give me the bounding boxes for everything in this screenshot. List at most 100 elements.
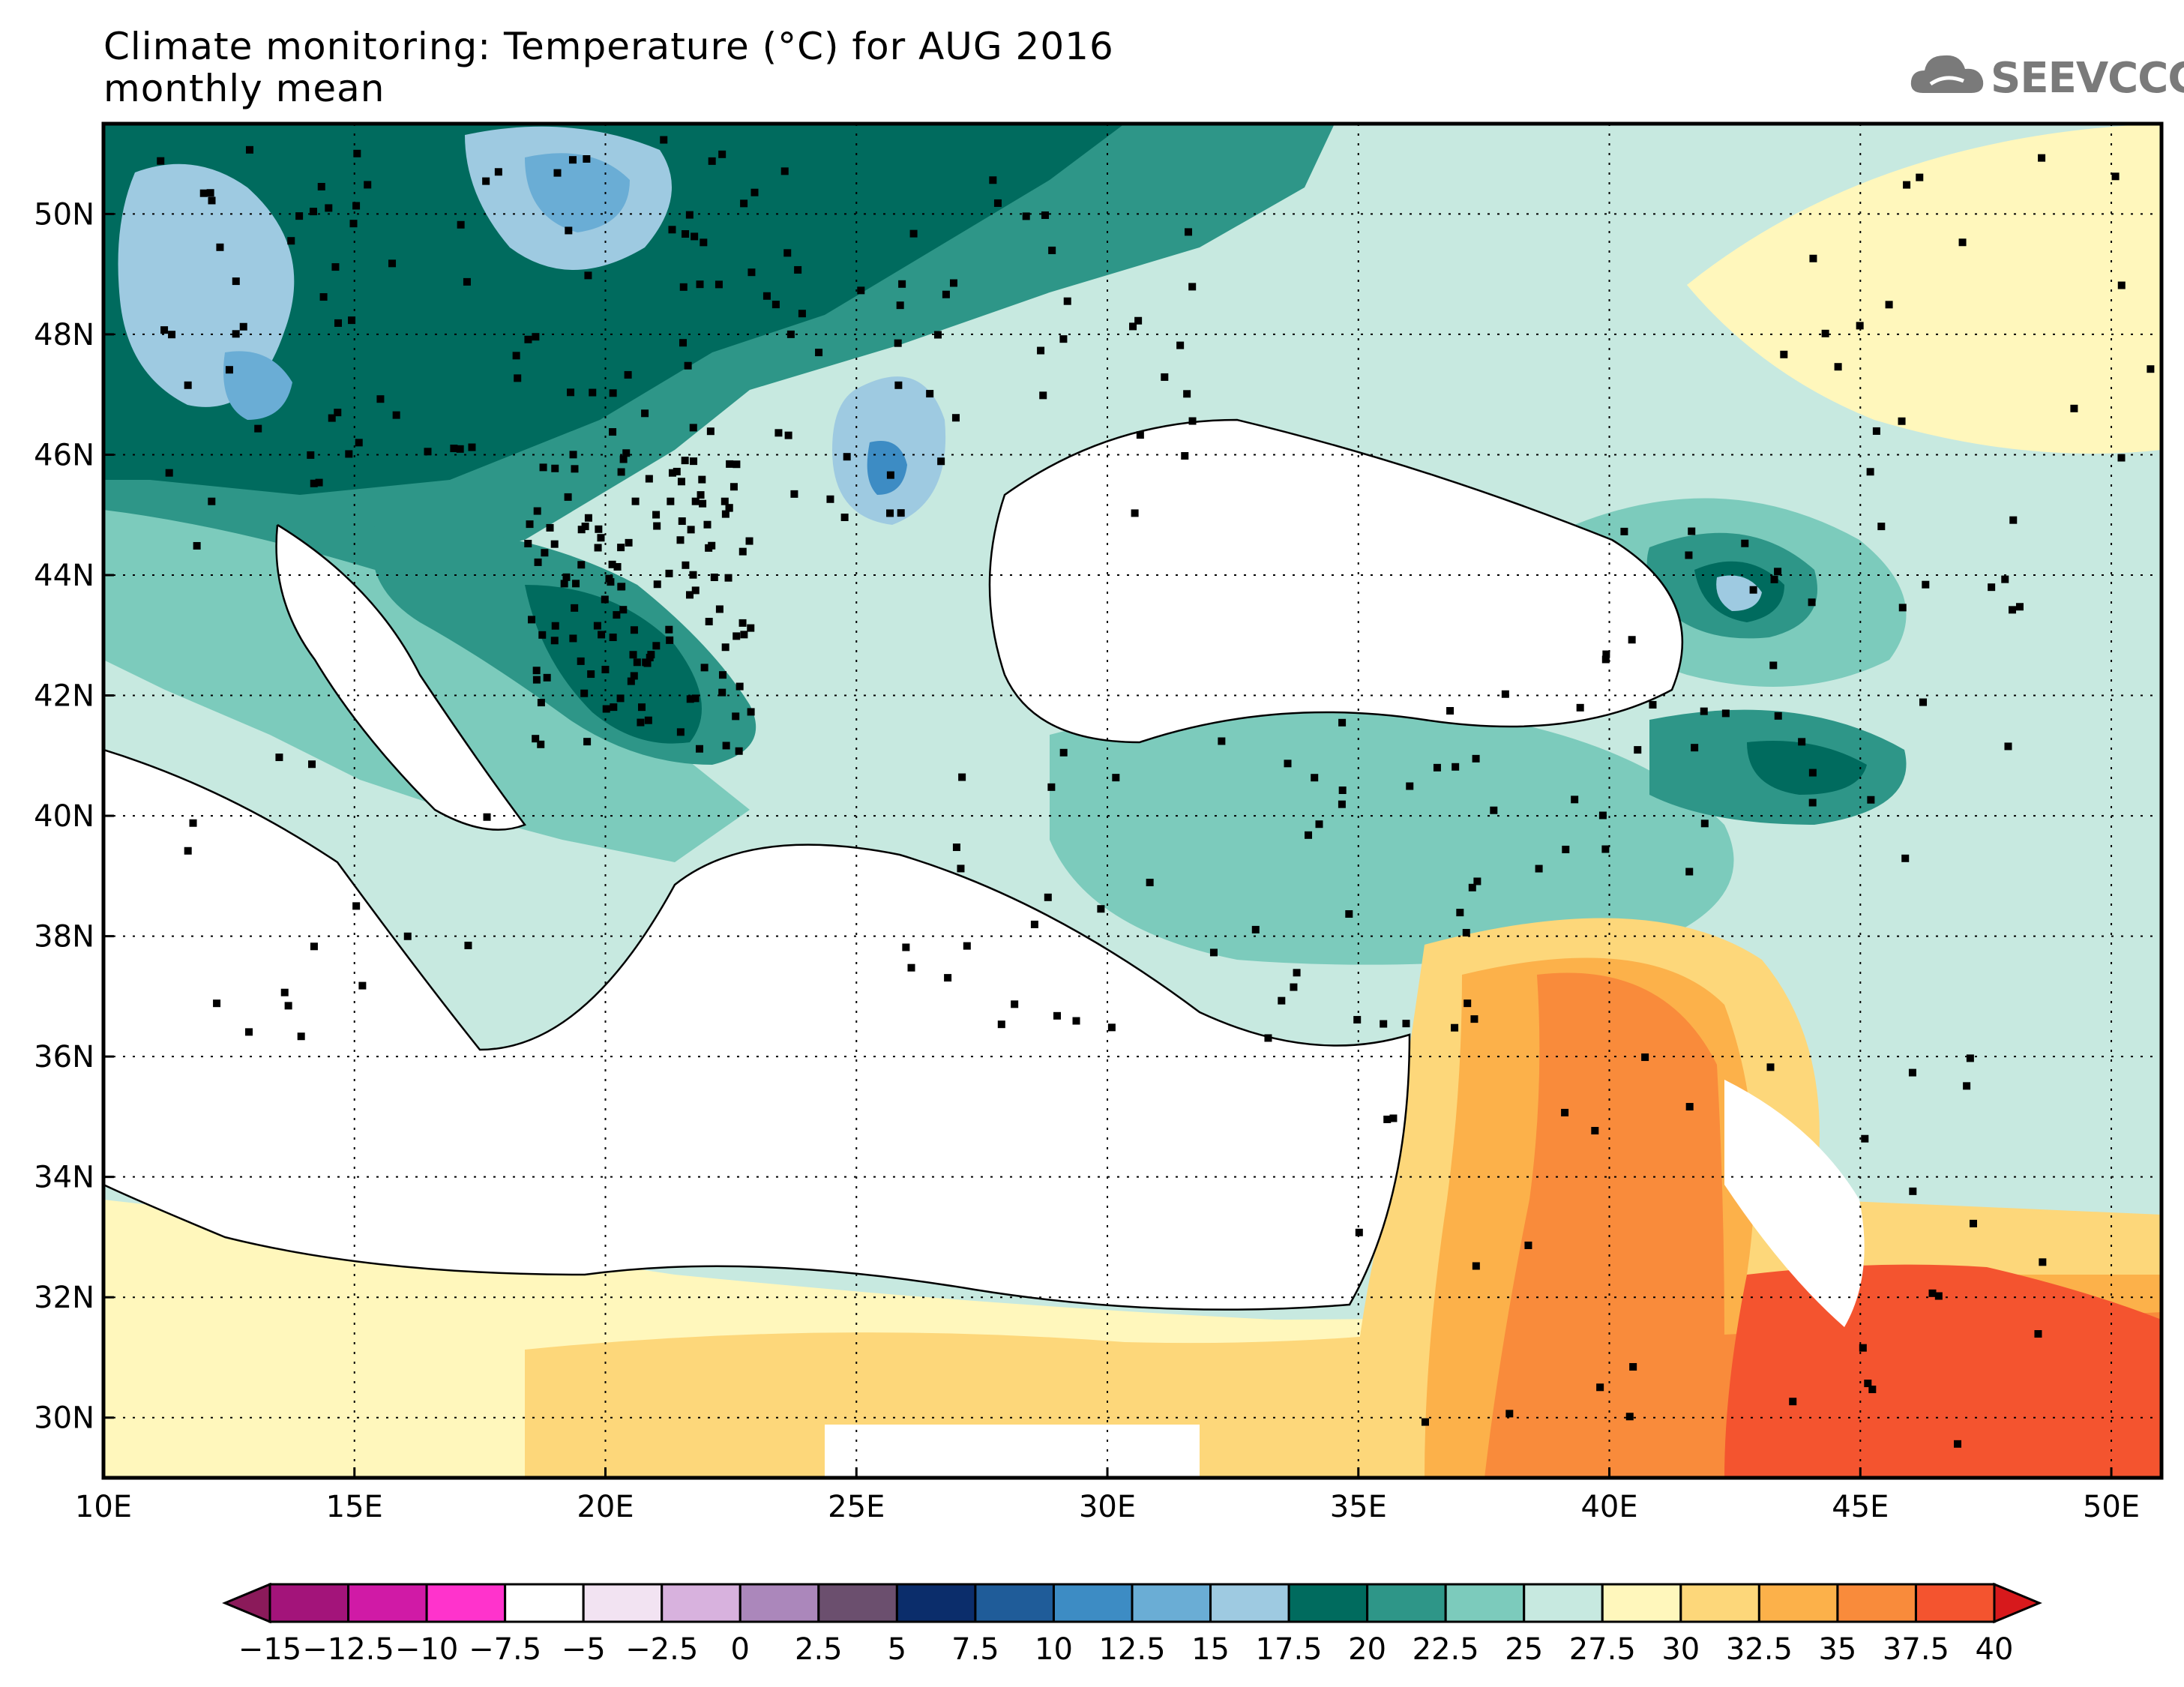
station-marker (613, 611, 621, 619)
station-marker (2001, 575, 2009, 583)
station-marker (745, 537, 753, 545)
station-marker (184, 846, 192, 855)
station-marker (815, 349, 823, 357)
station-marker (762, 292, 771, 300)
station-marker (886, 509, 894, 517)
station-marker (1867, 796, 1875, 804)
station-marker (1136, 431, 1144, 439)
station-marker (583, 154, 591, 163)
station-marker (700, 238, 708, 247)
station-marker (647, 651, 655, 659)
station-marker (698, 475, 706, 484)
station-marker (843, 453, 851, 461)
station-marker (1181, 451, 1189, 460)
black-sea (990, 420, 1682, 742)
station-marker (1988, 583, 1996, 592)
station-marker (524, 540, 532, 548)
station-marker (715, 280, 723, 289)
station-marker (1293, 969, 1301, 977)
station-marker (571, 465, 579, 473)
station-marker (668, 226, 676, 234)
station-marker (732, 632, 741, 640)
station-marker (1290, 983, 1298, 991)
station-marker (584, 271, 592, 280)
y-tick-label: 30N (34, 1401, 94, 1436)
station-marker (456, 445, 464, 453)
station-marker (696, 280, 704, 289)
station-marker (225, 366, 233, 374)
station-marker (699, 499, 707, 508)
station-marker (619, 606, 628, 614)
station-marker (1338, 800, 1346, 808)
colorbar-box (1523, 1583, 1604, 1623)
station-marker (784, 431, 792, 439)
station-marker (334, 319, 343, 327)
colorbar-box (1209, 1583, 1290, 1623)
station-marker (724, 574, 732, 582)
station-marker (676, 728, 685, 736)
x-tick-label: 15E (326, 1490, 383, 1524)
station-marker (550, 540, 559, 548)
station-marker (319, 293, 328, 301)
station-marker (667, 497, 675, 505)
station-marker (1383, 1115, 1392, 1123)
station-marker (450, 445, 458, 453)
station-marker (1315, 820, 1323, 829)
station-marker (310, 942, 318, 951)
station-marker (1769, 661, 1778, 670)
station-marker (328, 414, 336, 422)
station-marker (206, 189, 214, 197)
station-marker (673, 467, 681, 475)
x-tick-label: 40E (1580, 1490, 1637, 1524)
station-marker (1468, 883, 1476, 891)
station-marker (1490, 806, 1498, 814)
station-marker (703, 520, 712, 529)
station-marker (1928, 1289, 1937, 1297)
y-tick-label: 34N (34, 1161, 94, 1195)
station-marker (738, 619, 747, 627)
colorbar-label: 10 (1035, 1632, 1073, 1667)
station-marker (886, 471, 894, 479)
station-marker (622, 449, 631, 457)
station-marker (1451, 1023, 1459, 1032)
station-marker (1041, 211, 1050, 220)
station-marker (514, 374, 522, 382)
station-marker (334, 409, 342, 417)
station-marker (1877, 523, 1886, 531)
station-marker (613, 562, 622, 571)
station-marker (1264, 1034, 1272, 1042)
station-marker (747, 708, 755, 716)
station-marker (532, 667, 541, 675)
station-marker (786, 330, 795, 338)
station-marker (539, 463, 547, 472)
colorbar-box (1131, 1583, 1212, 1623)
station-marker (665, 569, 673, 577)
station-marker (1112, 774, 1120, 782)
station-marker (715, 605, 724, 613)
colorbar-label: 40 (1976, 1632, 2014, 1667)
station-marker (1601, 845, 1610, 853)
station-marker (2015, 603, 2024, 611)
station-marker (691, 694, 700, 703)
station-marker (643, 659, 652, 667)
graticule (103, 124, 2162, 1478)
station-marker (609, 428, 617, 436)
station-marker (1402, 1020, 1410, 1028)
station-marker (494, 168, 502, 176)
station-marker (1452, 763, 1460, 771)
station-marker (638, 703, 646, 712)
station-marker (1311, 774, 1319, 782)
station-marker (239, 322, 247, 331)
station-marker (1868, 1386, 1877, 1394)
colorbar-label: 22.5 (1413, 1632, 1479, 1667)
station-marker (685, 211, 694, 219)
colorbar-label: 27.5 (1569, 1632, 1636, 1667)
station-marker (1919, 698, 1928, 706)
colorbar-box (1914, 1583, 1996, 1623)
station-marker (560, 580, 568, 588)
station-marker (644, 716, 652, 724)
station-marker (348, 316, 356, 325)
station-marker (1916, 173, 1924, 181)
station-marker (1774, 568, 1782, 576)
station-marker (424, 448, 432, 456)
